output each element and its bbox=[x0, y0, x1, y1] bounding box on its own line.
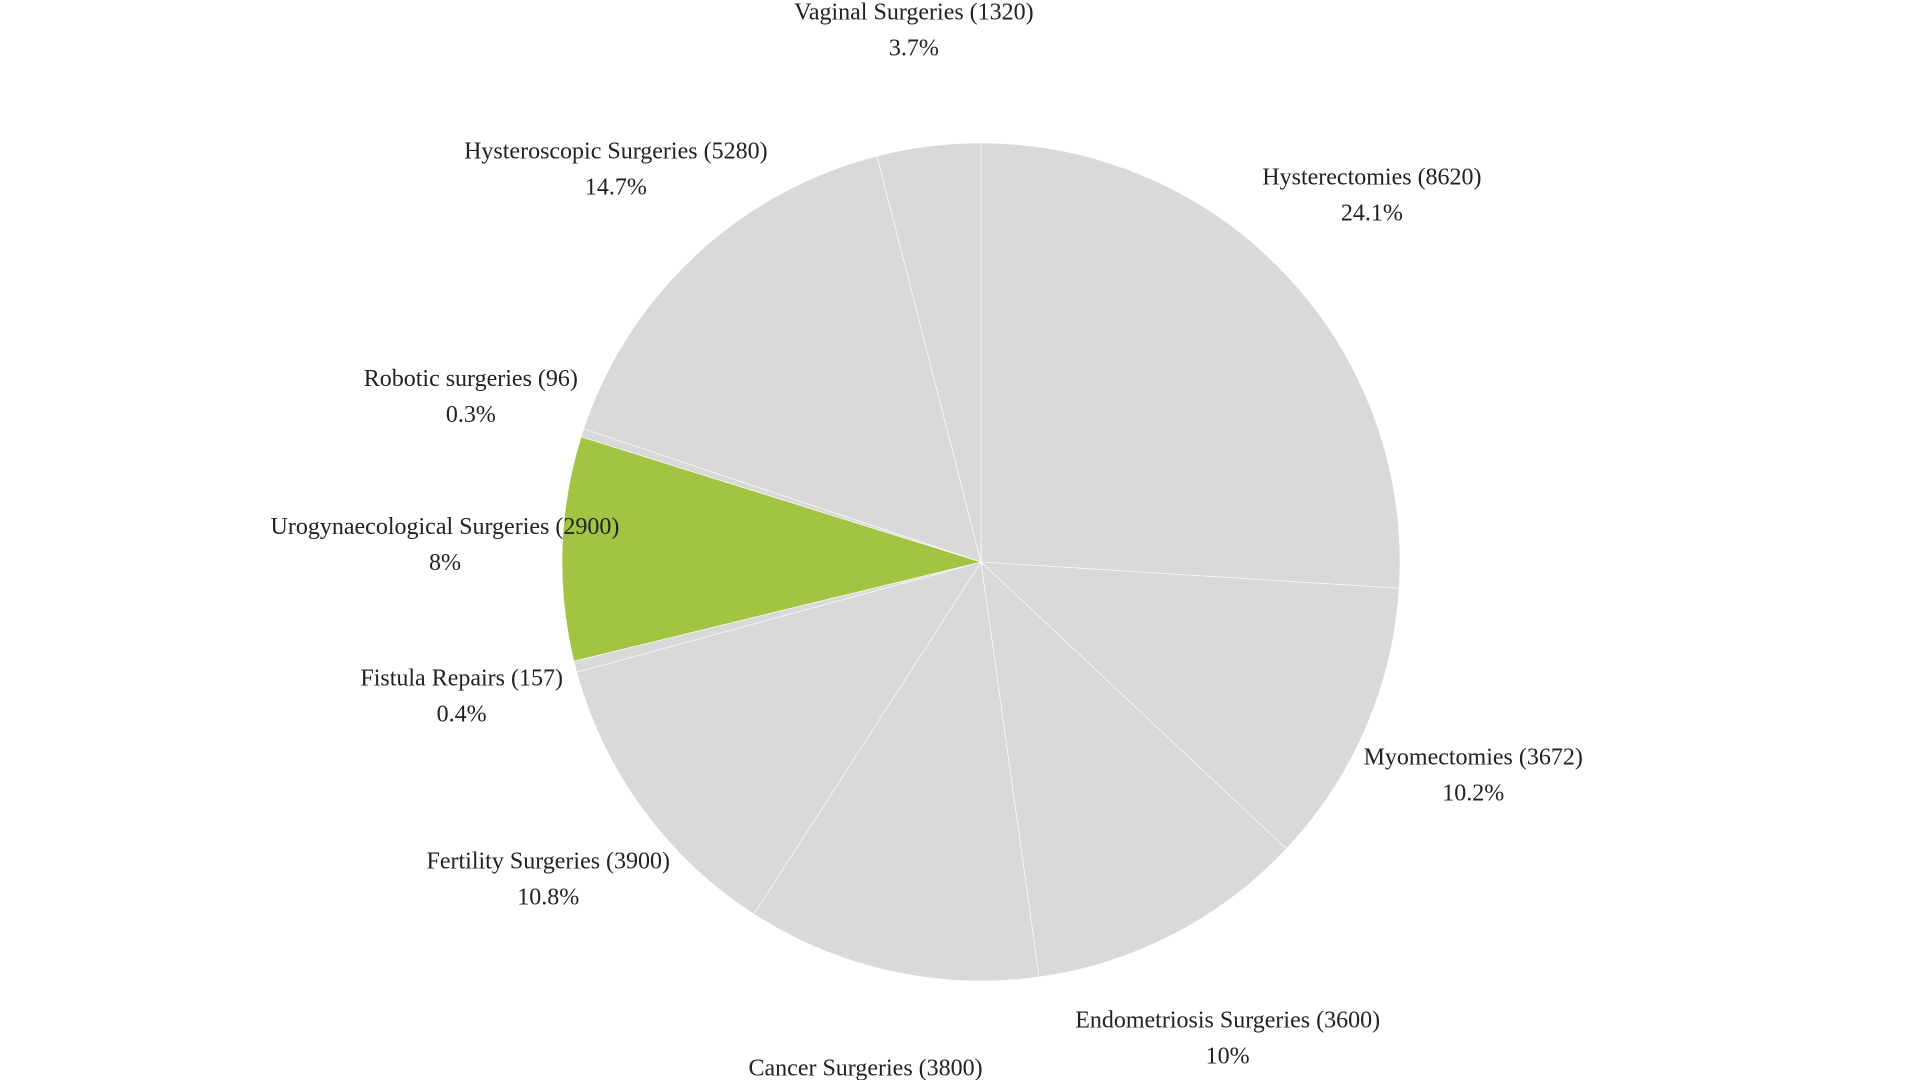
slice-percent: 10% bbox=[1206, 1044, 1250, 1070]
slice-label: Myomectomies (3672) bbox=[1364, 744, 1583, 770]
slice-label: Cancer Surgeries (3800) bbox=[749, 1055, 983, 1080]
slice-percent: 24.1% bbox=[1341, 200, 1403, 226]
pie-slice bbox=[980, 561, 1400, 850]
slice-percent: 8% bbox=[429, 550, 461, 576]
pie-slice bbox=[980, 561, 1287, 978]
pie-slice bbox=[583, 155, 982, 563]
pie-slice bbox=[561, 436, 983, 662]
slice-percent: 0.3% bbox=[446, 402, 496, 428]
pie-slice bbox=[980, 142, 1401, 589]
pie-slice bbox=[753, 561, 1040, 982]
slice-label: Fistula Repairs (157) bbox=[360, 665, 563, 691]
slice-label: Vaginal Surgeries (1320) bbox=[794, 0, 1034, 25]
pie-slice bbox=[876, 142, 982, 563]
slice-percent: 3.7% bbox=[889, 35, 939, 61]
slice-label: Robotic surgeries (96) bbox=[364, 366, 578, 392]
slice-percent: 14.7% bbox=[585, 175, 647, 201]
pie-slice bbox=[576, 561, 982, 915]
slice-label: Fertility Surgeries (3900) bbox=[427, 848, 671, 874]
slice-label: Urogynaecological Surgeries (2900) bbox=[271, 514, 620, 540]
slice-percent: 0.4% bbox=[437, 701, 487, 727]
slice-label: Hysterectomies (8620) bbox=[1262, 164, 1481, 190]
slice-label: Hysteroscopic Surgeries (5280) bbox=[464, 139, 768, 165]
slice-percent: 10.8% bbox=[517, 884, 579, 910]
slice-percent: 10.2% bbox=[1442, 780, 1504, 806]
slice-label: Endometriosis Surgeries (3600) bbox=[1075, 1008, 1380, 1034]
